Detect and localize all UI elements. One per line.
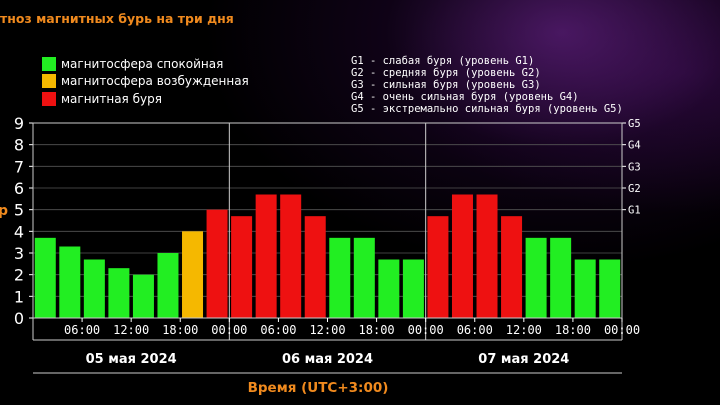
legend-label-excited: магнитосфера возбужденная (61, 74, 249, 88)
bar-day1-7 (182, 231, 204, 318)
x-tick-label-day1-2: 12:00 (113, 323, 149, 337)
x-tick-label-day3-3: 18:00 (555, 323, 591, 337)
bar-day2-4 (304, 216, 326, 318)
x-tick-label-day1-4: 00:00 (211, 323, 247, 337)
y-tick-label-5: 5 (14, 201, 24, 220)
legend-item-excited: магнитосфера возбужденная (42, 73, 249, 89)
storm-level-g5: G5 - экстремально сильная буря (уровень … (351, 103, 623, 115)
bar-day2-2 (255, 194, 277, 318)
bar-day3-4 (501, 216, 523, 318)
bar-day3-1 (427, 216, 449, 318)
x-tick-label-day1-1: 06:00 (64, 323, 100, 337)
legend-label-quiet: магнитосфера спокойная (61, 57, 224, 71)
bar-day3-2 (451, 194, 473, 318)
y-tick-label-6: 6 (14, 179, 24, 198)
bar-day2-6 (353, 237, 375, 318)
bar-day1-6 (157, 253, 179, 318)
bar-day2-3 (280, 194, 302, 318)
storm-level-g2: G2 - средняя буря (уровень G2) (351, 67, 541, 79)
bar-day3-7 (574, 259, 596, 318)
bar-day2-8 (402, 259, 424, 318)
right-tick-label-G5: G5 (628, 118, 641, 130)
x-tick-label-day2-2: 12:00 (309, 323, 345, 337)
y-tick-label-8: 8 (14, 136, 24, 155)
x-tick-label-day2-1: 06:00 (260, 323, 296, 337)
y-tick-label-1: 1 (14, 287, 24, 306)
bar-day3-5 (525, 237, 547, 318)
date-label-3: 07 мая 2024 (478, 352, 569, 367)
date-label-1: 05 мая 2024 (86, 352, 177, 367)
bar-day1-1 (34, 237, 56, 318)
right-tick-label-G2: G2 (628, 183, 641, 195)
legend-swatch-quiet (42, 57, 56, 71)
legend-swatch-storm (42, 92, 56, 106)
legend-item-storm: магнитная буря (42, 91, 162, 107)
bar-day2-1 (231, 216, 253, 318)
y-tick-label-3: 3 (14, 244, 24, 263)
storm-level-g4: G4 - очень сильная буря (уровень G4) (351, 91, 579, 103)
bar-day3-3 (476, 194, 498, 318)
y-axis-label: p (0, 203, 9, 219)
right-tick-label-G1: G1 (628, 205, 641, 217)
bar-day1-3 (83, 259, 105, 318)
x-tick-label-day1-3: 18:00 (162, 323, 198, 337)
bar-day3-8 (599, 259, 621, 318)
x-tick-label-day3-2: 12:00 (506, 323, 542, 337)
storm-level-g3: G3 - сильная буря (уровень G3) (351, 79, 541, 91)
y-tick-label-9: 9 (14, 114, 24, 133)
bar-day1-5 (132, 274, 154, 318)
x-tick-label-day3-1: 06:00 (457, 323, 493, 337)
x-tick-label-day3-4: 00:00 (604, 323, 640, 337)
date-label-2: 06 мая 2024 (282, 352, 373, 367)
legend-label-storm: магнитная буря (61, 92, 162, 106)
bar-day2-5 (329, 237, 351, 318)
legend-swatch-excited (42, 74, 56, 88)
y-tick-label-7: 7 (14, 157, 24, 176)
bar-day2-7 (378, 259, 400, 318)
x-axis-title: Время (UTC+3:00) (247, 380, 389, 396)
right-tick-label-G4: G4 (628, 140, 641, 152)
bar-day1-8 (206, 209, 228, 318)
bar-day1-4 (108, 268, 130, 318)
legend-item-quiet: магнитосфера спокойная (42, 56, 223, 72)
right-tick-label-G3: G3 (628, 161, 641, 173)
y-tick-label-0: 0 (14, 309, 24, 328)
x-tick-label-day2-4: 00:00 (408, 323, 444, 337)
bar-day3-6 (550, 237, 572, 318)
bar-day1-2 (59, 246, 81, 318)
y-tick-label-4: 4 (14, 222, 24, 241)
storm-level-g1: G1 - слабая буря (уровень G1) (351, 55, 535, 67)
page-title: тноз магнитных бурь на три дня (0, 11, 234, 26)
x-tick-label-day2-3: 18:00 (359, 323, 395, 337)
y-tick-label-2: 2 (14, 266, 24, 285)
